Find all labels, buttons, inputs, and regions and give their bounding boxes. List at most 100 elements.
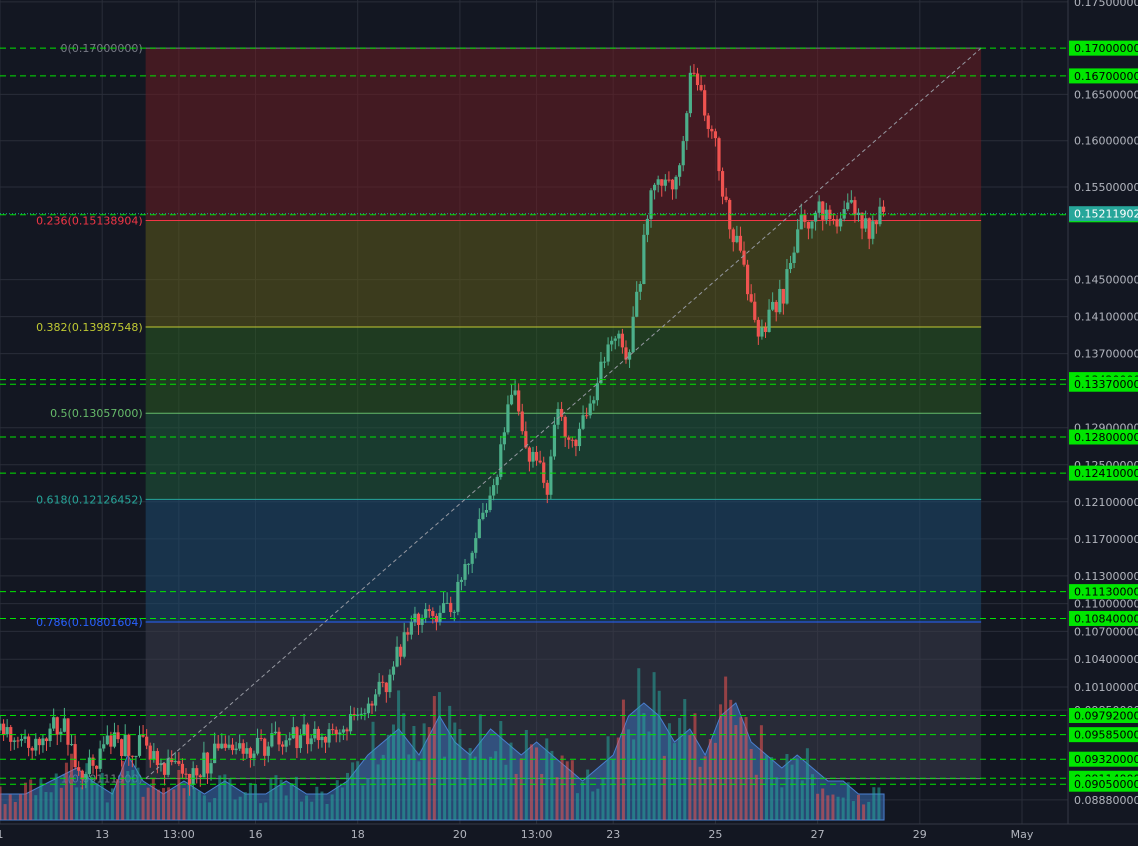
volume-bar [131, 769, 135, 820]
fib-level-label: 0.5(0.13057000) [50, 407, 143, 420]
price-tick-label: 0.10100000 [1074, 681, 1138, 694]
candle-body [746, 264, 750, 295]
fib-zone [145, 220, 982, 328]
candle-body [59, 731, 63, 735]
volume-bar [575, 793, 579, 820]
candle-body [234, 748, 238, 751]
candle-body [499, 444, 503, 477]
volume-bar [826, 795, 830, 820]
candle-body [112, 732, 117, 747]
volume-bar [729, 699, 733, 820]
candle-body [170, 758, 174, 763]
candle-body [452, 611, 456, 613]
candle-body [173, 761, 177, 763]
time-tick-label: 23 [606, 828, 620, 841]
candle-body [585, 415, 589, 417]
candle-body [245, 748, 249, 754]
candle-body [209, 763, 213, 774]
price-tick-label: 0.14500000 [1074, 274, 1138, 287]
candle-body [710, 128, 714, 132]
candle-body [799, 214, 803, 230]
time-tick-label: 13:00 [521, 828, 553, 841]
candle-body [134, 755, 138, 757]
volume-bar [816, 793, 820, 820]
volume-bar [560, 755, 564, 820]
candle-body [595, 383, 599, 401]
level-price-tag [1069, 727, 1138, 743]
candle-body [366, 703, 371, 714]
candle-body [803, 214, 807, 222]
candle-body [373, 694, 378, 706]
trend-line[interactable] [145, 47, 982, 780]
candle-body [538, 460, 542, 463]
candle-body [120, 739, 124, 757]
candle-body [492, 485, 496, 496]
fib-zone [145, 48, 982, 221]
volume-bar [734, 725, 738, 820]
volume-bar [213, 797, 217, 820]
fibonacci-retracement[interactable]: 0(0.17000000)0.236(0.15138904)0.382(0.13… [36, 42, 982, 786]
volume-bar [872, 787, 876, 820]
level-price-tag [1069, 465, 1138, 481]
volume-bar [136, 767, 140, 820]
volume-bar [529, 744, 533, 820]
candle-body [187, 773, 192, 785]
volume-bar [432, 696, 436, 820]
volume-bar [514, 773, 518, 820]
candle-body [699, 85, 703, 91]
volume-bar [386, 734, 390, 820]
horizontal-levels[interactable] [0, 47, 1068, 785]
candle-body [298, 735, 303, 749]
time-axis[interactable]: 1 13 13:00 16 18 20 13:00 23 25 27 29 May [0, 828, 1034, 841]
volume-bar [427, 727, 431, 820]
volume-bar [524, 729, 528, 820]
candle-body [767, 309, 771, 332]
time-tick-label: 16 [249, 828, 263, 841]
candle-body [441, 603, 446, 613]
candle-body [109, 735, 113, 747]
candle-body [563, 416, 567, 438]
candle-body [463, 564, 467, 580]
fib-zone [145, 327, 982, 414]
volume-bar [315, 786, 319, 820]
volume-bar [862, 804, 866, 820]
candle-body [37, 738, 41, 746]
candle-body [30, 747, 34, 751]
candle-body [238, 743, 242, 749]
fib-zone [145, 413, 982, 500]
volume-bar [765, 755, 769, 820]
candle-body [753, 301, 757, 320]
current-price-tag [1069, 206, 1138, 222]
candle-body [348, 714, 353, 732]
candle-body [785, 269, 789, 304]
volume-bar [70, 753, 74, 820]
volume-bar [724, 676, 728, 820]
volume-bar [151, 778, 155, 820]
candle-body [263, 738, 267, 756]
volume-bar [294, 776, 298, 820]
volume-bar [146, 787, 150, 820]
volume-bar [284, 795, 288, 820]
candle-body [545, 482, 549, 495]
candle-body [105, 735, 109, 745]
candle-body [148, 745, 152, 760]
candle-body [345, 729, 349, 732]
candle-body [66, 718, 70, 745]
candle-body [470, 552, 474, 564]
candle-body [509, 394, 514, 405]
candle-body [645, 218, 650, 235]
candle-body [195, 768, 199, 776]
candle-body [291, 727, 295, 739]
candle-body [706, 115, 710, 129]
candle-body [316, 728, 320, 741]
candle-body [635, 291, 639, 317]
price-axis-panel[interactable] [1068, 0, 1138, 842]
fib-trend-line[interactable] [145, 47, 982, 780]
candle-body [849, 200, 853, 203]
candle-body [213, 743, 217, 764]
volume-bar [519, 758, 523, 820]
volume-bar [437, 692, 441, 820]
candle-body [674, 176, 678, 190]
candle-body [363, 713, 367, 715]
